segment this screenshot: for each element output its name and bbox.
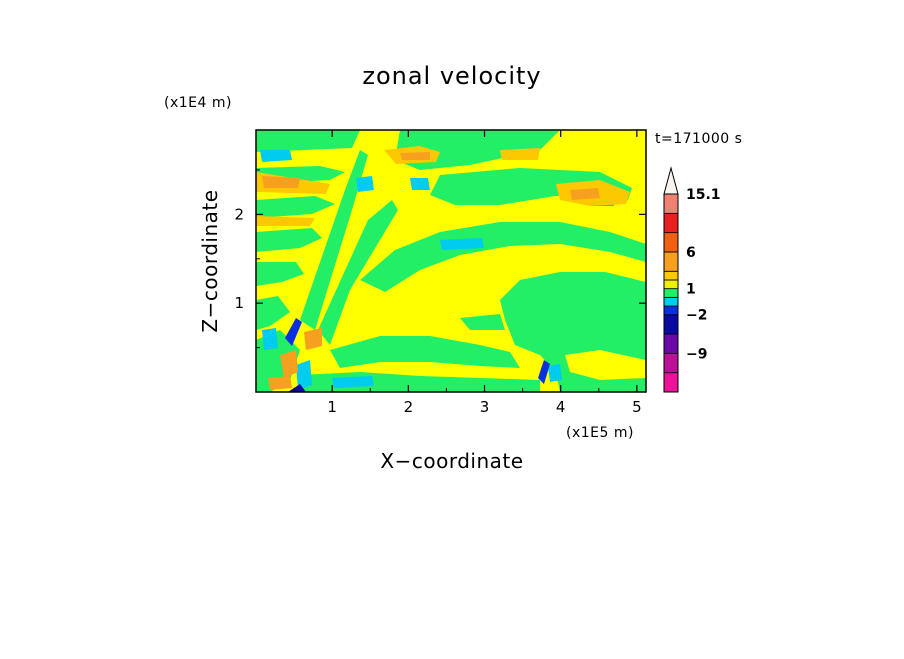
contour-region — [500, 148, 540, 160]
x-tick-label: 2 — [404, 398, 414, 416]
contour-region — [565, 350, 646, 380]
colorbar-swatch — [663, 279, 679, 290]
contour-region — [332, 376, 374, 388]
x-axis-label: X−coordinate — [380, 449, 523, 473]
colorbar-swatch — [663, 251, 679, 272]
colorbar-frame — [663, 193, 679, 393]
contour-region — [570, 188, 600, 200]
contour-region — [318, 200, 398, 345]
colorbar-swatch — [663, 212, 679, 234]
colorbar-tick-label: 1 — [686, 282, 696, 298]
contour-region — [285, 318, 302, 346]
colorbar-swatch — [663, 333, 679, 354]
x-tick-label: 5 — [632, 398, 642, 416]
contour-region — [410, 178, 430, 190]
contour-region — [256, 216, 315, 226]
x-tick-label: 4 — [556, 398, 566, 416]
contour-region — [548, 364, 562, 382]
contour-region — [256, 130, 360, 152]
contour-region — [300, 150, 368, 330]
colorbar-swatch — [663, 314, 679, 335]
colorbar-tick-label: 6 — [686, 245, 696, 261]
colorbar-tick-label: −2 — [686, 308, 707, 324]
x-tick-label: 1 — [327, 398, 337, 416]
contour-region — [296, 360, 312, 390]
contour-region — [440, 238, 484, 250]
contour-region — [330, 336, 520, 368]
contour-region — [280, 350, 298, 378]
colorbar-swatch — [663, 372, 679, 393]
colorbar-tick-label: 15.1 — [686, 187, 721, 203]
axis-ticks: 1 2 3 4 5 1 2 — [234, 130, 646, 416]
contour-region — [400, 152, 430, 160]
contour-region — [262, 328, 278, 350]
colorbar-swatch — [663, 232, 679, 253]
time-label: t=171000 s — [655, 131, 742, 147]
colorbar-swatch — [663, 352, 679, 374]
contour-region — [256, 196, 335, 218]
y-scale-label: (x1E4 m) — [164, 95, 232, 111]
contour-region — [360, 222, 646, 292]
contour-region — [304, 328, 322, 350]
y-tick-label: 2 — [234, 205, 244, 223]
x-scale-label: (x1E5 m) — [566, 425, 634, 441]
contour-region — [460, 314, 505, 330]
colorbar-tick-label: −9 — [686, 346, 707, 362]
colorbar-swatch — [663, 305, 679, 316]
colorbar-extend-top — [663, 166, 679, 195]
y-axis-label: Z−coordinate — [198, 189, 222, 332]
plot-frame — [255, 129, 647, 393]
contour-region — [288, 384, 306, 392]
contour-region — [430, 168, 632, 205]
colorbar: 15.1 6 1 −2 −9 — [663, 166, 721, 393]
contour-region — [256, 228, 322, 252]
contour-region — [356, 176, 374, 192]
colorbar-swatch — [663, 288, 679, 298]
colorbar-swatch — [663, 296, 679, 307]
contour-region — [256, 262, 304, 286]
contour-region — [256, 296, 290, 330]
chart-title: zonal velocity — [362, 62, 541, 90]
y-tick-label: 1 — [234, 294, 244, 312]
contour-region — [268, 376, 292, 390]
contour-region — [262, 176, 300, 188]
colorbar-swatch — [663, 193, 679, 214]
contour-region — [260, 150, 292, 162]
contour-field — [256, 130, 646, 392]
colorbar-swatch — [663, 270, 679, 281]
contour-region — [538, 360, 550, 384]
x-tick-label: 3 — [480, 398, 490, 416]
